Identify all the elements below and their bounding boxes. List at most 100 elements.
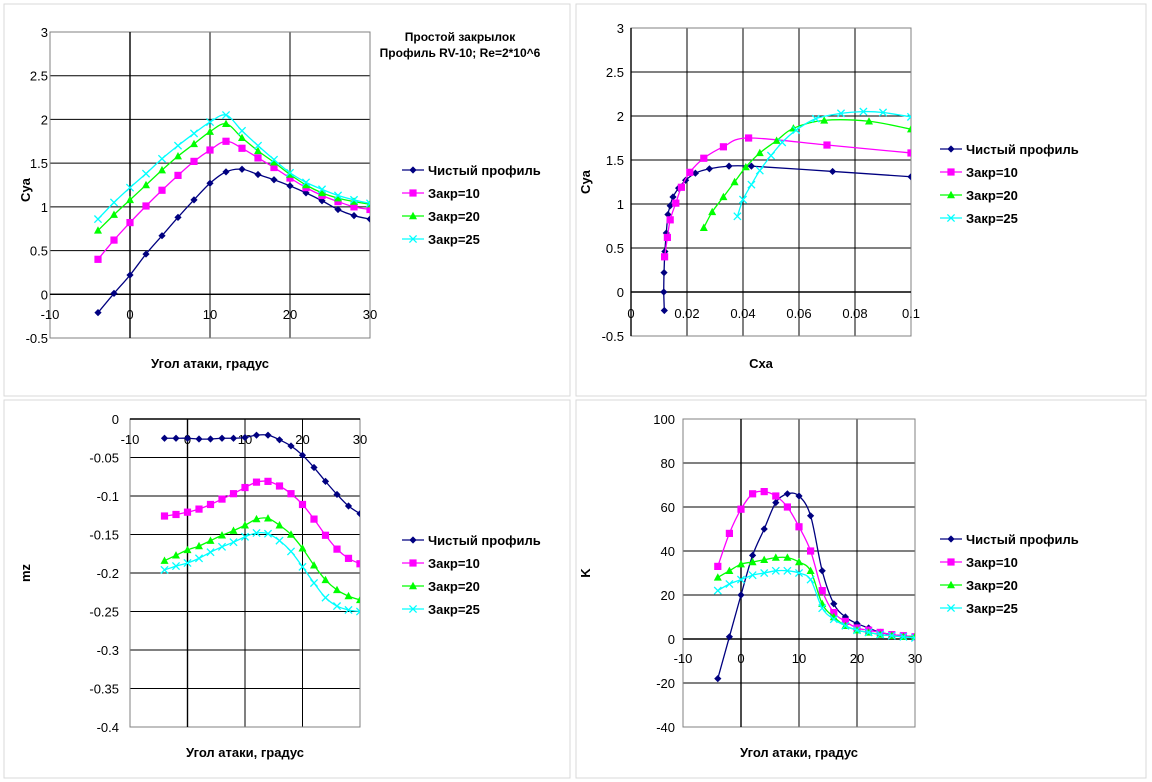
data-point xyxy=(829,167,837,176)
data-point xyxy=(887,631,896,640)
data-point xyxy=(760,525,768,533)
y-tick-label: -0.05 xyxy=(89,451,119,466)
data-point xyxy=(864,628,873,637)
data-point xyxy=(221,110,231,120)
data-point xyxy=(286,182,294,190)
data-point xyxy=(332,602,342,611)
data-point xyxy=(344,554,353,562)
data-point xyxy=(333,191,343,200)
data-point xyxy=(241,433,249,442)
x-tick-label: 20 xyxy=(283,307,297,322)
data-point xyxy=(795,523,803,531)
data-point xyxy=(218,531,226,539)
data-point xyxy=(660,288,668,296)
data-point xyxy=(747,162,755,170)
series-line-0 xyxy=(663,165,911,311)
data-point xyxy=(94,255,102,263)
data-point xyxy=(344,605,353,615)
data-point xyxy=(907,125,911,133)
data-point xyxy=(730,177,739,186)
x-tick-label: 0 xyxy=(126,307,133,322)
y-tick-label: -0.25 xyxy=(89,605,119,620)
data-point xyxy=(195,505,203,513)
data-point xyxy=(285,168,295,177)
data-point xyxy=(287,530,295,538)
data-point xyxy=(334,198,342,206)
legend-marker xyxy=(408,234,418,244)
data-point xyxy=(755,166,764,175)
data-point xyxy=(910,633,915,642)
data-point xyxy=(321,531,330,539)
y-tick-label: 2 xyxy=(617,109,624,124)
data-point xyxy=(334,205,342,214)
y-tick-label: 3 xyxy=(617,21,624,36)
data-point xyxy=(229,538,238,547)
data-point xyxy=(229,434,238,442)
legend-marker xyxy=(947,190,955,199)
data-point xyxy=(807,547,815,555)
y-tick-label: 1 xyxy=(41,200,48,215)
data-point xyxy=(859,107,868,116)
data-point xyxy=(160,512,169,520)
data-point xyxy=(830,609,838,617)
data-point xyxy=(737,505,745,513)
data-point xyxy=(741,162,750,171)
data-point xyxy=(183,545,192,554)
data-point xyxy=(126,195,134,204)
y-tick-label: 1.5 xyxy=(606,153,624,168)
figure-title-line-1: Простой закрылок xyxy=(405,30,516,44)
data-point xyxy=(206,127,214,135)
y-axis-title: K xyxy=(578,568,593,578)
legend-label: Чистый профиль xyxy=(966,142,1079,157)
data-point xyxy=(907,173,911,181)
data-point xyxy=(190,196,198,204)
data-point xyxy=(206,536,215,544)
data-point xyxy=(254,170,262,179)
data-point xyxy=(907,149,911,157)
data-point xyxy=(738,195,748,204)
data-point xyxy=(275,482,284,490)
data-point xyxy=(355,607,360,616)
data-point xyxy=(190,139,198,148)
data-point xyxy=(309,578,319,588)
data-point xyxy=(301,178,311,187)
data-point xyxy=(222,168,230,176)
data-point xyxy=(906,112,911,121)
data-point xyxy=(841,621,850,630)
data-point xyxy=(310,561,318,569)
y-tick-label: -0.2 xyxy=(97,566,119,581)
chart-k-vs-alpha: -40 -20 0 20 40 60 80 100 -10 0 10 20 30 K Угол атаки,… xyxy=(578,412,1079,760)
data-point xyxy=(275,536,284,545)
data-point xyxy=(811,114,820,123)
data-point xyxy=(264,514,272,522)
panel-frame-bottom-right xyxy=(575,399,1147,779)
legend-marker xyxy=(409,189,417,197)
x-tick-label: 10 xyxy=(203,307,217,322)
data-point xyxy=(270,176,278,184)
data-point xyxy=(222,119,230,127)
data-point xyxy=(748,571,757,580)
chart-mz-vs-alpha: -0.4 -0.35 -0.3 -0.25 -0.2 -0.15 -0.1 -0.05 0-10… xyxy=(18,412,541,760)
plot-area-border xyxy=(49,31,371,339)
data-point xyxy=(252,528,261,538)
data-point xyxy=(206,435,215,443)
data-point xyxy=(286,174,294,182)
data-point xyxy=(829,615,838,624)
panel-frame-top-right xyxy=(575,3,1147,397)
data-point xyxy=(830,600,838,608)
y-tick-label: -0.1 xyxy=(97,489,119,504)
data-point xyxy=(333,545,341,553)
legend-label: Закр=10 xyxy=(966,555,1018,570)
data-point xyxy=(263,529,273,538)
legend-label: Закр=20 xyxy=(966,578,1018,593)
data-point xyxy=(183,434,192,442)
data-point xyxy=(350,212,358,220)
data-point xyxy=(806,566,815,574)
data-point xyxy=(240,532,250,541)
x-axis-title: Угол атаки, градус xyxy=(740,745,858,760)
y-tick-label: 80 xyxy=(661,456,675,471)
legend-label: Закр=20 xyxy=(428,209,480,224)
legend-marker xyxy=(409,536,417,544)
data-point xyxy=(142,250,150,258)
data-point xyxy=(287,490,295,498)
